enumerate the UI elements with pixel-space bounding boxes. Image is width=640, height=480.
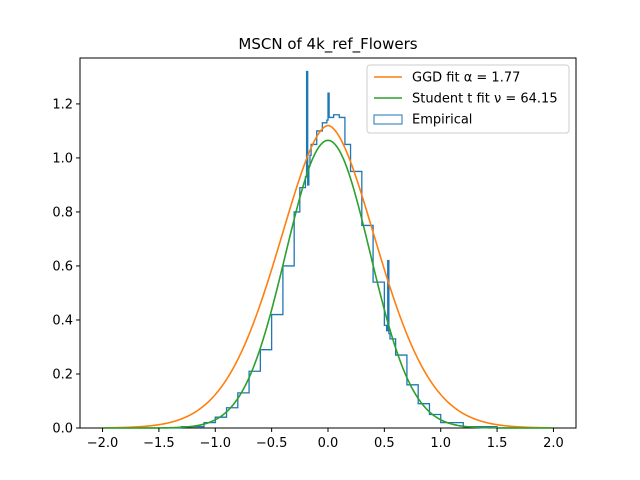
y-tick-label: 0.4 bbox=[52, 313, 73, 328]
series-ggd-line bbox=[102, 124, 554, 429]
y-tick-label: 0.6 bbox=[52, 259, 73, 274]
series-group bbox=[102, 70, 554, 429]
x-tick-label: 2.0 bbox=[543, 436, 564, 451]
legend-box bbox=[366, 64, 570, 134]
y-tick-label: 0.8 bbox=[52, 205, 73, 220]
x-tick-label: −2.0 bbox=[87, 436, 119, 451]
x-tick-label: 0.5 bbox=[374, 436, 395, 451]
legend-label: GGD fit α = 1.77 bbox=[412, 71, 520, 86]
y-tick-label: 1.0 bbox=[52, 151, 73, 166]
legend-label: Empirical bbox=[412, 113, 472, 128]
legend: GGD fit α = 1.77 Student t fit ν = 64.15 E… bbox=[366, 64, 570, 134]
chart-title: MSCN of 4k_ref_Flowers bbox=[238, 35, 417, 54]
y-tick-label: 0.0 bbox=[52, 422, 73, 437]
x-tick-label: 1.0 bbox=[430, 436, 451, 451]
y-axis: 0.0 0.2 0.4 0.6 0.8 1.0 1.2 bbox=[52, 97, 80, 437]
x-axis: −2.0 −1.5 −1.0 −0.5 0.0 0.5 1.0 1.5 2.0 bbox=[87, 428, 564, 451]
y-tick-label: 0.2 bbox=[52, 367, 73, 382]
series-student-t-line bbox=[102, 139, 554, 429]
y-tick-label: 1.2 bbox=[52, 97, 73, 112]
x-tick-label: −1.5 bbox=[143, 436, 175, 451]
legend-label: Student t fit ν = 64.15 bbox=[412, 92, 558, 107]
x-tick-label: −1.0 bbox=[199, 436, 231, 451]
series-empirical-line bbox=[102, 70, 554, 429]
x-tick-label: 1.5 bbox=[487, 436, 508, 451]
legend-swatch-empirical bbox=[373, 114, 403, 125]
x-tick-label: −0.5 bbox=[256, 436, 288, 451]
x-tick-label: 0.0 bbox=[318, 436, 339, 451]
